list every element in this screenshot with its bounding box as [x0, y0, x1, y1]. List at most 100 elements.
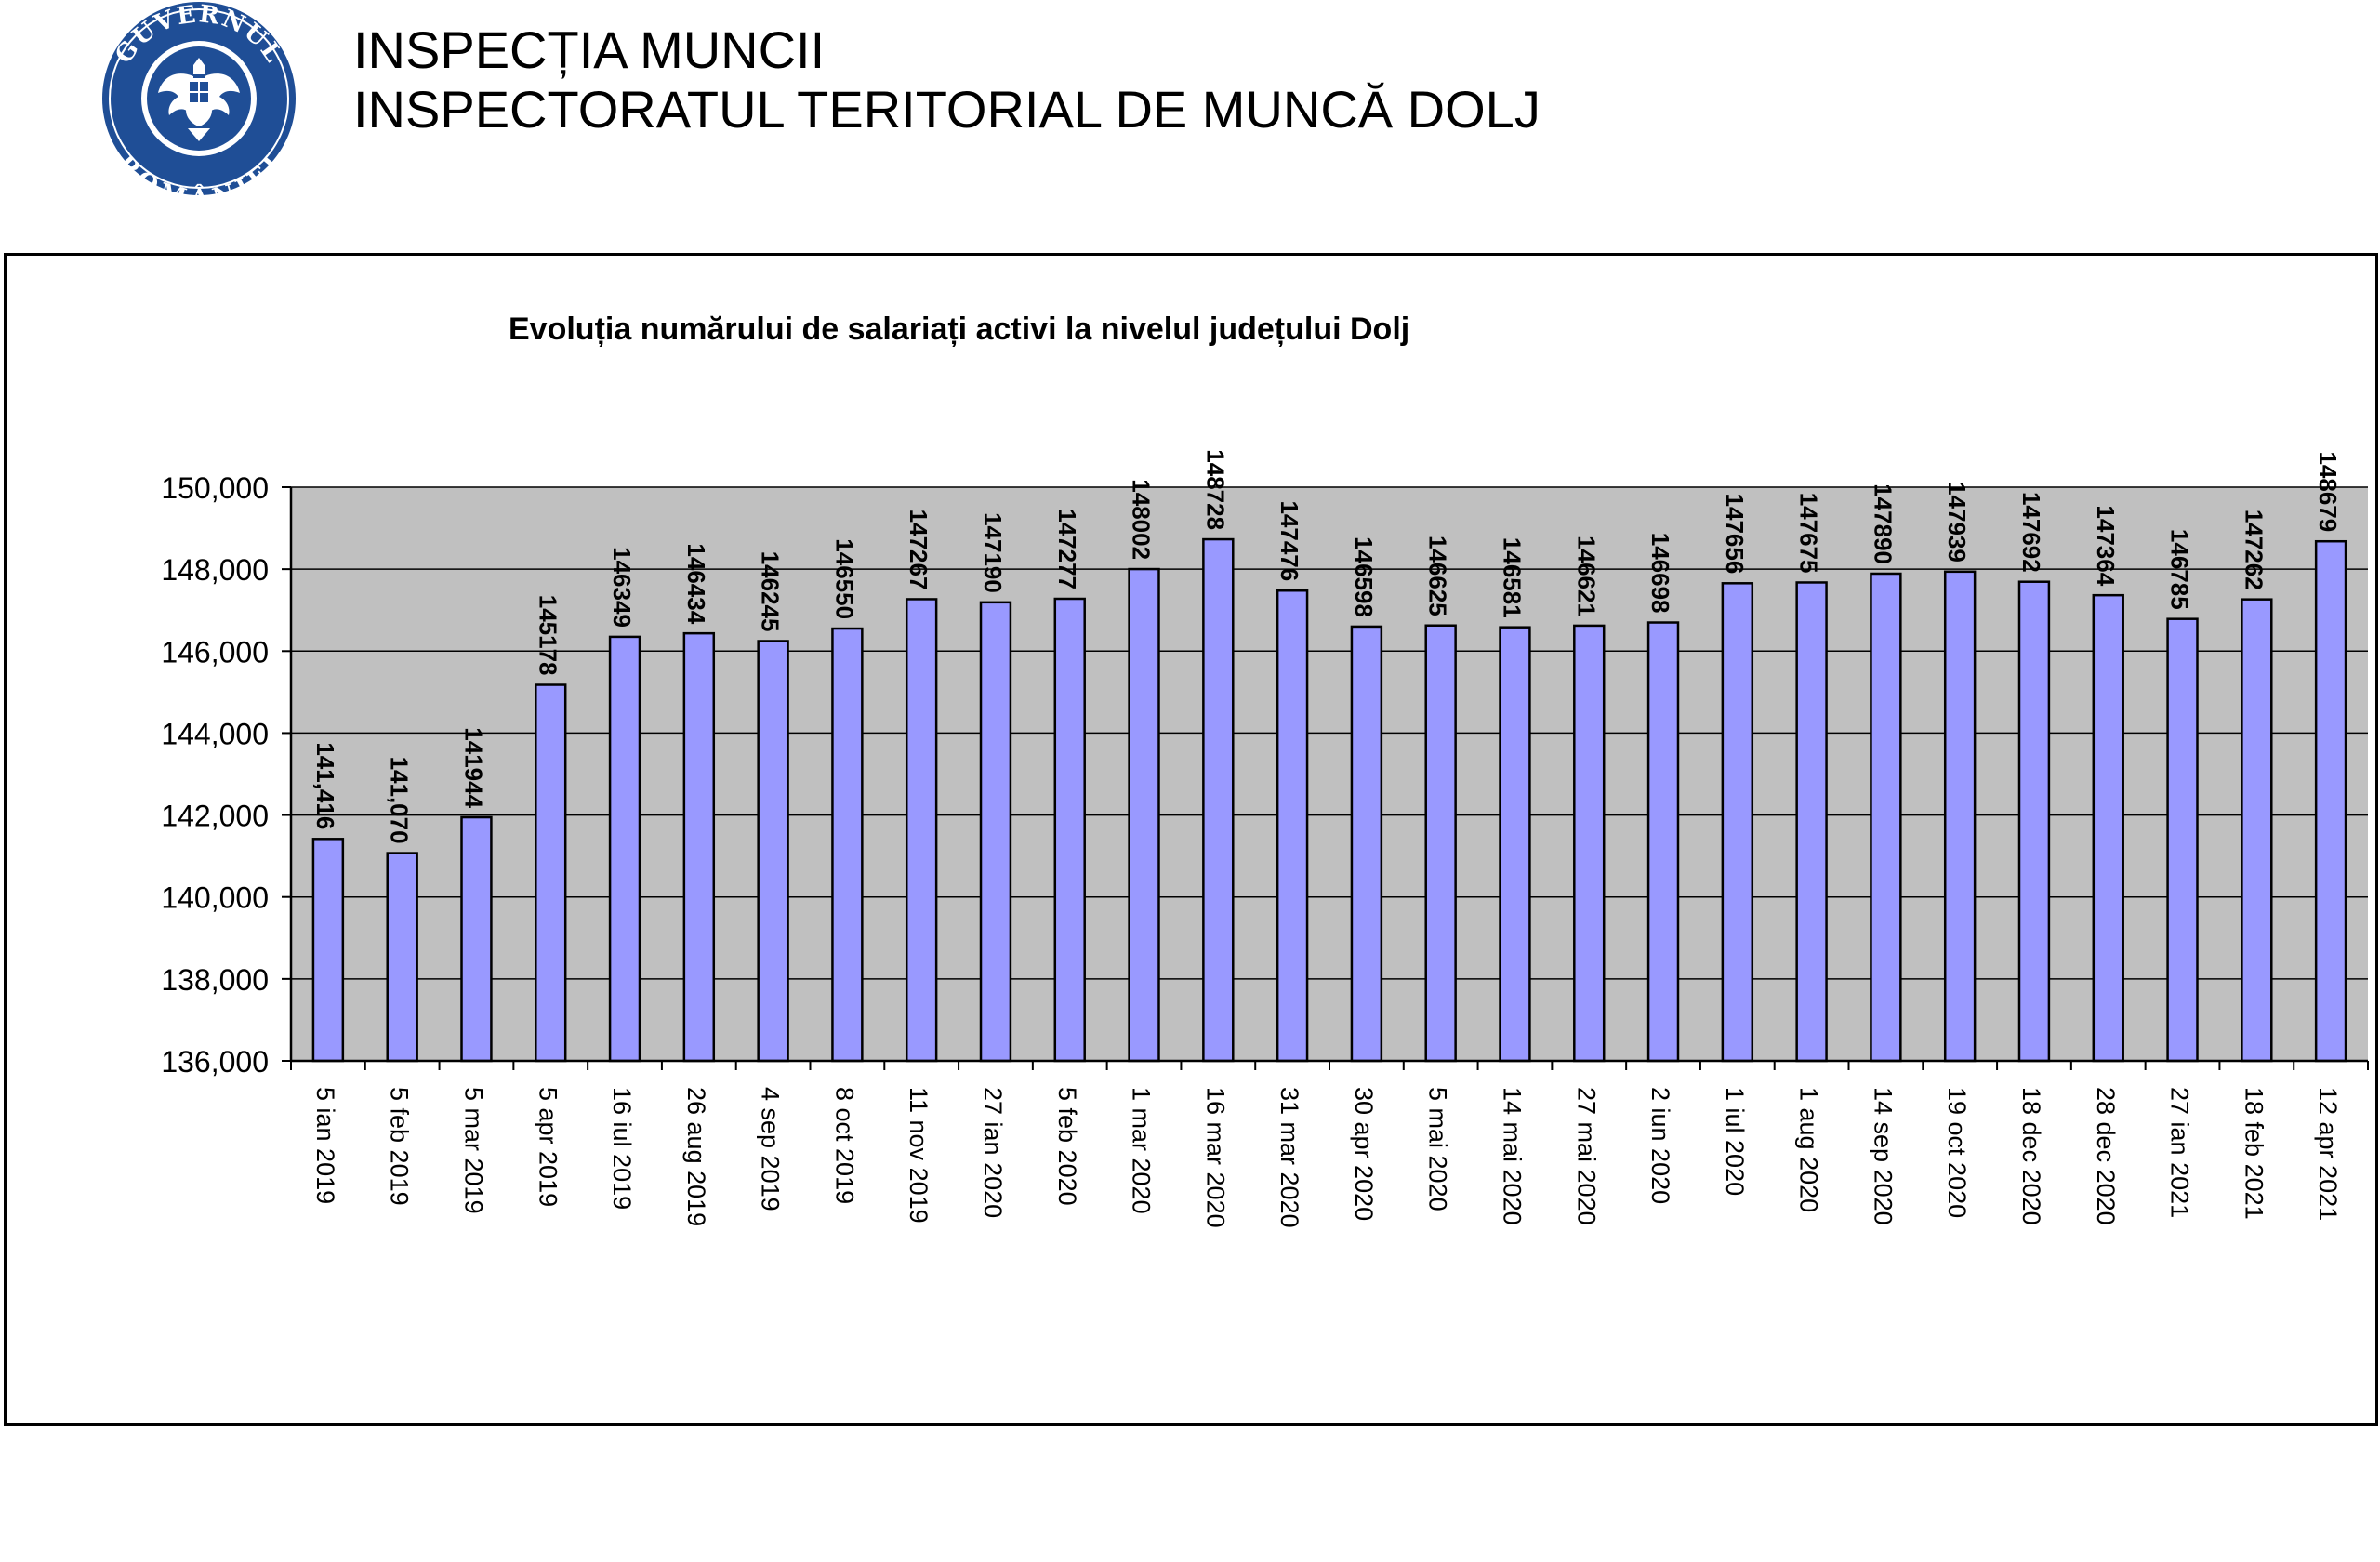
x-tick-label: 19 oct 2020 — [1943, 1087, 1971, 1218]
x-tick-label: 1 mar 2020 — [1128, 1087, 1156, 1214]
bar — [1202, 537, 1235, 1063]
bar — [1350, 625, 1383, 1063]
x-tick-label: 5 mar 2019 — [459, 1087, 487, 1214]
y-tick-label: 140,000 — [161, 881, 269, 915]
data-label: 147656 — [1721, 494, 1749, 575]
x-tick-label: 11 nov 2019 — [905, 1087, 932, 1224]
bar — [1424, 624, 1457, 1063]
data-label: 146621 — [1572, 536, 1600, 616]
bar — [1499, 626, 1531, 1063]
x-tick-label: 5 mai 2020 — [1424, 1087, 1452, 1211]
bar — [2092, 593, 2124, 1063]
data-label: 147939 — [1943, 482, 1971, 563]
data-label: 147277 — [1053, 509, 1081, 589]
data-label: 147190 — [979, 512, 1007, 593]
data-label: 146245 — [757, 551, 785, 632]
bar — [831, 627, 864, 1063]
y-tick-label: 150,000 — [161, 471, 269, 505]
bar — [2241, 598, 2273, 1063]
data-label: 146581 — [1498, 537, 1526, 618]
x-tick-label: 18 dec 2020 — [2017, 1087, 2045, 1225]
bar — [1795, 581, 1828, 1063]
data-label: 146434 — [682, 543, 710, 624]
bar — [2166, 617, 2199, 1063]
x-tick-label: 27 ian 2020 — [979, 1087, 1007, 1218]
header-line-institution: INSPECȚIA MUNCII — [353, 20, 826, 79]
data-label: 141944 — [459, 727, 487, 808]
x-tick-label: 26 aug 2019 — [682, 1087, 710, 1226]
x-tick-label: 1 iul 2020 — [1721, 1087, 1749, 1196]
data-label: 147476 — [1276, 500, 1303, 581]
y-tick-label: 144,000 — [161, 717, 269, 750]
x-tick-label: 27 mai 2020 — [1572, 1087, 1600, 1225]
data-label: 147364 — [2092, 505, 2120, 586]
bar — [311, 838, 345, 1063]
data-label: 146785 — [2166, 529, 2194, 610]
x-tick-label: 8 oct 2019 — [830, 1087, 858, 1204]
data-label: 147692 — [2017, 492, 2045, 573]
y-tick-label: 142,000 — [161, 800, 269, 833]
bar — [2314, 539, 2347, 1063]
bar — [757, 640, 789, 1063]
x-tick-label: 16 iul 2019 — [608, 1087, 636, 1210]
x-tick-label: 12 apr 2021 — [2314, 1087, 2342, 1221]
axes — [289, 487, 2368, 1063]
bar — [905, 598, 938, 1063]
bar — [386, 852, 418, 1063]
x-tick-label: 2 iun 2020 — [1646, 1087, 1674, 1204]
data-label: 147890 — [1869, 483, 1897, 564]
header-title: INSPECȚIA MUNCII INSPECTORATUL TERITORIA… — [353, 20, 1540, 139]
y-tick-label: 138,000 — [161, 963, 269, 997]
data-label: 141,416 — [311, 742, 339, 829]
government-seal-logo: GUVERNUL ROMÂNIEI — [102, 0, 296, 199]
x-tick-label: 5 apr 2019 — [534, 1087, 562, 1207]
x-tick-label: 31 mar 2020 — [1276, 1087, 1303, 1228]
data-label: 146550 — [830, 538, 858, 619]
header-line-inspectorate: INSPECTORATUL TERITORIAL DE MUNCĂ DOLJ — [353, 80, 1540, 139]
bar — [682, 631, 716, 1063]
x-tick-label: 4 sep 2019 — [757, 1087, 785, 1211]
bar — [2017, 580, 2051, 1063]
data-label: 147262 — [2240, 510, 2268, 590]
data-label: 141,070 — [386, 757, 414, 844]
bar — [1721, 582, 1754, 1063]
x-tick-label: 27 ian 2021 — [2166, 1087, 2194, 1218]
data-label: 148728 — [1201, 449, 1229, 530]
x-tick-label: 30 apr 2020 — [1350, 1087, 1378, 1221]
bar — [1276, 589, 1309, 1063]
bar — [608, 635, 641, 1063]
data-label: 147267 — [905, 510, 932, 590]
x-tick-label: 5 feb 2020 — [1053, 1087, 1081, 1206]
bar — [1573, 624, 1606, 1063]
y-tick-label: 136,000 — [161, 1045, 269, 1079]
bars — [311, 537, 2347, 1063]
bar — [1053, 597, 1086, 1063]
x-tick-label: 14 sep 2020 — [1869, 1087, 1897, 1225]
bar — [1943, 570, 1977, 1063]
x-tick-label: 5 ian 2019 — [311, 1087, 339, 1204]
data-labels: 141,416 141,070 141944 145178 146349 146434 14… — [311, 449, 2342, 843]
data-label: 148679 — [2314, 451, 2342, 532]
bar — [1870, 572, 1902, 1063]
plot-area — [291, 487, 2368, 1061]
data-label: 145178 — [534, 595, 562, 676]
y-tick-label: 148,000 — [161, 553, 269, 587]
bar — [1646, 621, 1680, 1063]
bar — [460, 815, 493, 1063]
data-label: 148002 — [1128, 479, 1156, 560]
bar — [1128, 567, 1160, 1063]
chart-frame: Evoluția numărului de salariați activi l… — [4, 253, 2378, 1426]
bar — [535, 683, 567, 1063]
x-tick-label: 18 feb 2021 — [2240, 1087, 2268, 1220]
x-tick-label: 16 mar 2020 — [1201, 1087, 1229, 1228]
bar — [979, 601, 1012, 1063]
chart-title: Evoluția numărului de salariați activi l… — [509, 311, 1409, 347]
data-label: 146698 — [1646, 533, 1674, 614]
data-label: 146625 — [1424, 536, 1452, 616]
x-tick-label: 14 mai 2020 — [1498, 1087, 1526, 1225]
data-label: 146598 — [1350, 536, 1378, 617]
y-tick-label: 146,000 — [161, 635, 269, 668]
data-label: 147675 — [1795, 493, 1823, 574]
x-axis-ticks: 5 ian 2019 5 feb 2019 5 mar 2019 5 apr 2019… — [290, 1061, 2369, 1228]
x-tick-label: 28 dec 2020 — [2092, 1087, 2120, 1225]
